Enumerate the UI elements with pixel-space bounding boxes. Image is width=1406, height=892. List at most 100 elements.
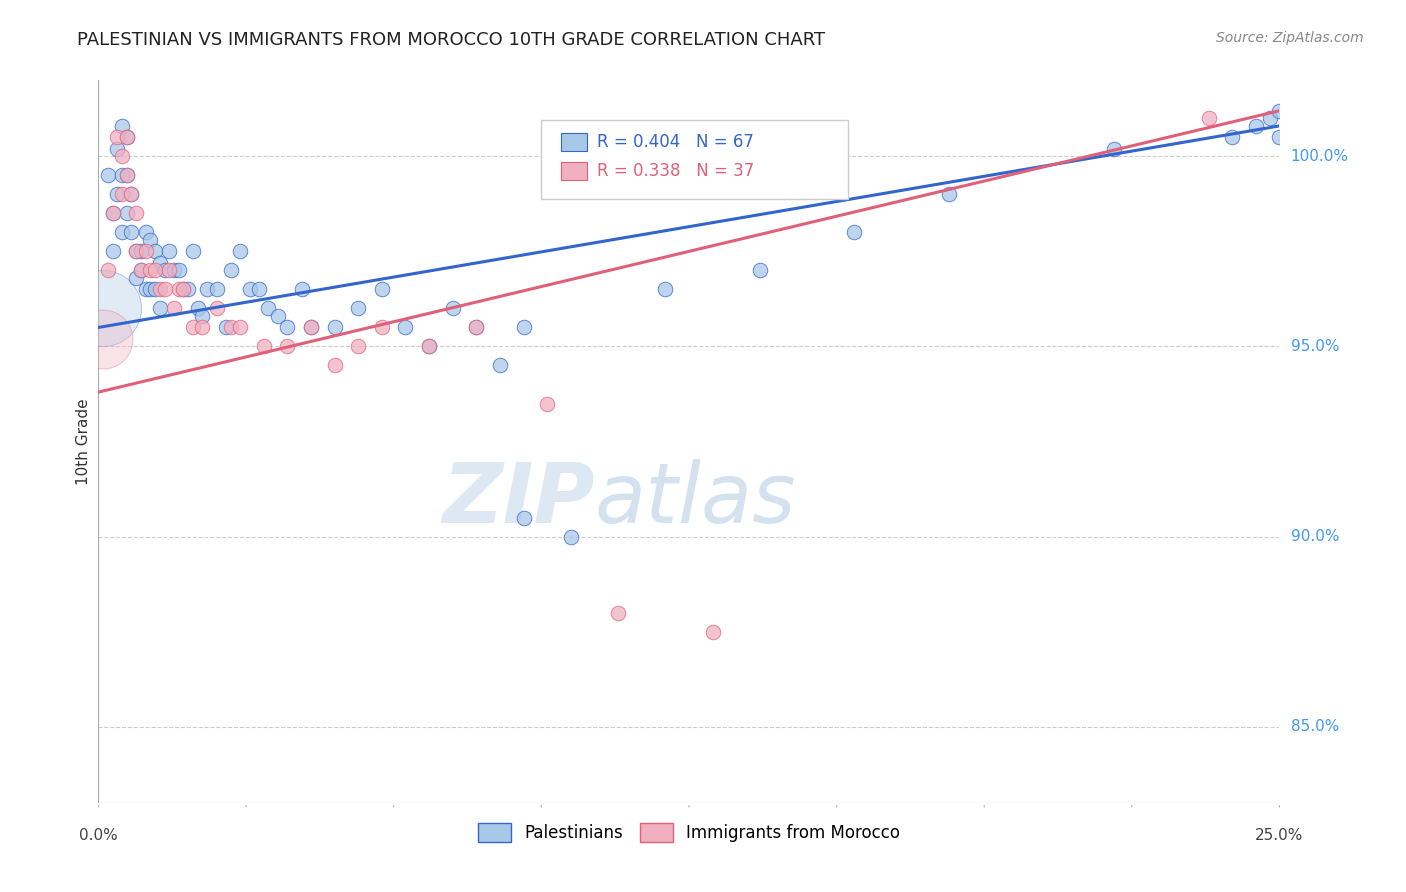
Text: R = 0.338   N = 37: R = 0.338 N = 37 — [596, 161, 754, 179]
Point — [115, 130, 138, 145]
Point — [121, 187, 143, 202]
Point — [1220, 130, 1243, 145]
Point — [163, 263, 186, 277]
Point — [844, 226, 866, 240]
Point — [195, 282, 218, 296]
Point — [135, 244, 157, 259]
Point — [163, 301, 186, 316]
Point — [187, 301, 209, 316]
Text: 25.0%: 25.0% — [1256, 828, 1303, 843]
Point — [143, 282, 166, 296]
Point — [323, 320, 346, 334]
Point — [276, 339, 298, 353]
Point — [191, 320, 214, 334]
Point — [536, 396, 558, 410]
Point — [1198, 112, 1220, 126]
Point — [276, 320, 298, 334]
Point — [172, 282, 194, 296]
Point — [1268, 103, 1291, 118]
Point — [371, 320, 394, 334]
Point — [257, 301, 280, 316]
Point — [121, 226, 143, 240]
Point — [111, 149, 134, 163]
Point — [149, 301, 172, 316]
Point — [418, 339, 440, 353]
Point — [177, 282, 200, 296]
Point — [105, 187, 128, 202]
Point — [157, 263, 180, 277]
Point — [247, 282, 270, 296]
Point — [229, 320, 252, 334]
Point — [299, 320, 322, 334]
Point — [347, 339, 370, 353]
Text: atlas: atlas — [595, 458, 796, 540]
Point — [143, 263, 166, 277]
Point — [125, 271, 148, 285]
Text: Source: ZipAtlas.com: Source: ZipAtlas.com — [1216, 31, 1364, 45]
Point — [111, 226, 134, 240]
Point — [111, 187, 134, 202]
Point — [129, 263, 152, 277]
Text: R = 0.404   N = 67: R = 0.404 N = 67 — [596, 133, 754, 151]
Point — [607, 606, 630, 620]
Point — [654, 282, 676, 296]
Point — [101, 206, 124, 220]
Point — [105, 142, 128, 156]
Point — [139, 233, 162, 247]
Point — [205, 282, 228, 296]
Point — [229, 244, 252, 259]
Point — [121, 187, 143, 202]
Point — [153, 282, 176, 296]
Point — [299, 320, 322, 334]
Point — [167, 263, 190, 277]
Point — [290, 282, 312, 296]
Point — [139, 263, 162, 277]
Point — [172, 282, 194, 296]
Point — [157, 244, 180, 259]
Point — [253, 339, 276, 353]
Point — [267, 309, 290, 323]
Point — [465, 320, 488, 334]
Point — [101, 244, 124, 259]
Point — [938, 187, 960, 202]
Point — [219, 263, 242, 277]
Point — [219, 320, 242, 334]
Point — [167, 282, 190, 296]
Point — [371, 282, 394, 296]
Point — [181, 320, 204, 334]
Point — [1102, 142, 1125, 156]
Point — [205, 301, 228, 316]
Point — [512, 510, 534, 524]
Point — [97, 263, 120, 277]
Point — [418, 339, 440, 353]
Point — [149, 256, 172, 270]
Bar — [561, 162, 588, 180]
Point — [702, 624, 724, 639]
Text: ZIP: ZIP — [441, 458, 595, 540]
Point — [129, 263, 152, 277]
Point — [748, 263, 770, 277]
Point — [239, 282, 262, 296]
Point — [512, 320, 534, 334]
Text: PALESTINIAN VS IMMIGRANTS FROM MOROCCO 10TH GRADE CORRELATION CHART: PALESTINIAN VS IMMIGRANTS FROM MOROCCO 1… — [77, 31, 825, 49]
Point — [181, 244, 204, 259]
Point — [91, 332, 114, 346]
Point — [1244, 119, 1267, 133]
Point — [101, 206, 124, 220]
Point — [394, 320, 416, 334]
Point — [111, 169, 134, 183]
Point — [465, 320, 488, 334]
Point — [323, 359, 346, 373]
Point — [215, 320, 238, 334]
Text: 95.0%: 95.0% — [1291, 339, 1339, 354]
Point — [347, 301, 370, 316]
Point — [560, 530, 582, 544]
Point — [191, 309, 214, 323]
Legend: Palestinians, Immigrants from Morocco: Palestinians, Immigrants from Morocco — [471, 816, 907, 848]
Point — [1268, 130, 1291, 145]
Point — [135, 226, 157, 240]
Text: 85.0%: 85.0% — [1291, 719, 1339, 734]
Point — [97, 169, 120, 183]
Point — [489, 359, 512, 373]
Point — [115, 169, 138, 183]
